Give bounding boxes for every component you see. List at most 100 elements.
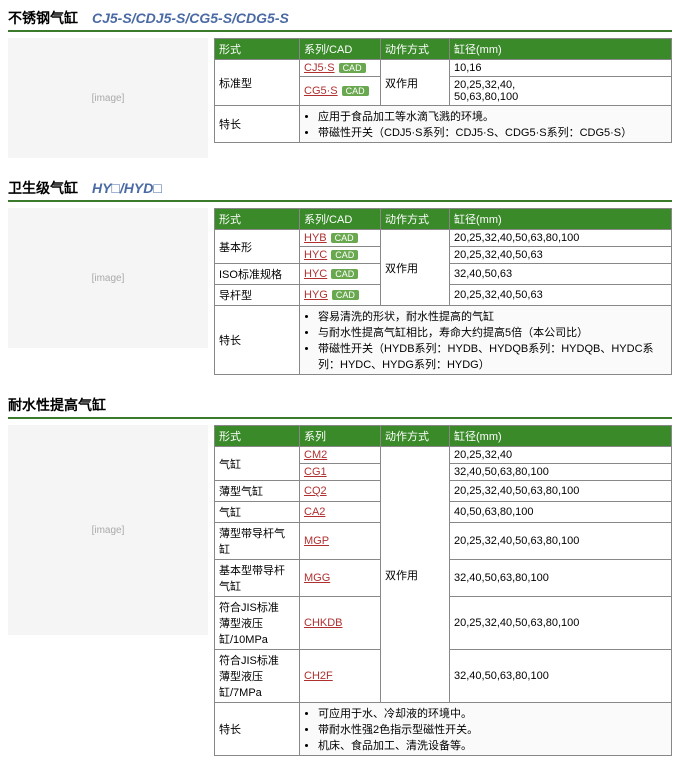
cell-series: CH2F bbox=[300, 650, 381, 703]
cell-form: 符合JIS标准 薄型液压缸/7MPa bbox=[215, 650, 300, 703]
series-link[interactable]: MGP bbox=[304, 535, 329, 547]
cell-form: 标准型 bbox=[215, 60, 300, 106]
cell-action: 双作用 bbox=[381, 230, 450, 306]
series-link[interactable]: CM2 bbox=[304, 449, 327, 461]
feature-item: 带耐水性强2色指示型磁性开关。 bbox=[318, 721, 667, 737]
section-title: 不锈钢气缸 CJ5-S/CDJ5-S/CG5-S/CDG5-S bbox=[8, 8, 672, 32]
series-link[interactable]: HYB bbox=[304, 232, 327, 244]
content-row: [image]形式系列/CAD动作方式缸径(mm)基本形HYBCAD双作用20,… bbox=[8, 208, 672, 375]
cell-form: 符合JIS标准 薄型液压缸/10MPa bbox=[215, 597, 300, 650]
feature-item: 容易清洗的形状，耐水性提高的气缸 bbox=[318, 308, 667, 324]
cell-form: 导杆型 bbox=[215, 285, 300, 306]
cell-form: 基本型带导杆气缸 bbox=[215, 560, 300, 597]
feature-cell: 可应用于水、冷却液的环境中。带耐水性强2色指示型磁性开关。机床、食品加工、清洗设… bbox=[300, 703, 672, 756]
feature-list: 容易清洗的形状，耐水性提高的气缸与耐水性提高气缸相比，寿命大约提高5倍（本公司比… bbox=[304, 308, 667, 372]
content-row: [image]形式系列/CAD动作方式缸径(mm)标准型CJ5·SCAD双作用1… bbox=[8, 38, 672, 158]
table-header: 缸径(mm) bbox=[450, 39, 672, 60]
cad-badge[interactable]: CAD bbox=[331, 233, 358, 243]
feature-item: 机床、食品加工、清洗设备等。 bbox=[318, 737, 667, 753]
cell-action: 双作用 bbox=[381, 447, 450, 703]
feature-label: 特长 bbox=[215, 703, 300, 756]
section-title: 卫生级气缸 HY□/HYD□ bbox=[8, 178, 672, 202]
product-image: [image] bbox=[8, 38, 208, 158]
cell-bore: 20,25,32,40,50,63,80,100 bbox=[450, 597, 672, 650]
table-header: 动作方式 bbox=[381, 426, 450, 447]
feature-row: 特长应用于食品加工等水滴飞溅的环境。带磁性开关（CDJ5·S系列：CDJ5·S、… bbox=[215, 106, 672, 143]
cell-series: MGG bbox=[300, 560, 381, 597]
cad-badge[interactable]: CAD bbox=[332, 290, 359, 300]
cad-badge[interactable]: CAD bbox=[331, 250, 358, 260]
series-link[interactable]: CJ5·S bbox=[304, 62, 335, 74]
cell-bore: 40,50,63,80,100 bbox=[450, 502, 672, 523]
table-header: 动作方式 bbox=[381, 209, 450, 230]
series-link[interactable]: CH2F bbox=[304, 670, 333, 682]
series-link[interactable]: HYG bbox=[304, 289, 328, 301]
cell-bore: 32,40,50,63,80,100 bbox=[450, 464, 672, 481]
table-header: 形式 bbox=[215, 209, 300, 230]
table-header-row: 形式系列/CAD动作方式缸径(mm) bbox=[215, 209, 672, 230]
cell-series: CA2 bbox=[300, 502, 381, 523]
section-title: 耐水性提高气缸 bbox=[8, 395, 672, 419]
table-wrap: 形式系列动作方式缸径(mm)气缸CM2双作用20,25,32,40CG132,4… bbox=[214, 425, 672, 756]
series-link[interactable]: CQ2 bbox=[304, 485, 327, 497]
cell-bore: 32,40,50,63,80,100 bbox=[450, 650, 672, 703]
cell-series: HYG CAD bbox=[300, 285, 381, 306]
cell-series: HYC CAD bbox=[300, 247, 381, 264]
table-header: 动作方式 bbox=[381, 39, 450, 60]
series-link[interactable]: HYC bbox=[304, 249, 327, 261]
feature-item: 带磁性开关（HYDB系列：HYDB、HYDQB系列：HYDQB、HYDC系列：H… bbox=[318, 340, 667, 372]
table-header-row: 形式系列动作方式缸径(mm) bbox=[215, 426, 672, 447]
cell-bore: 20,25,32,40,50,63,80,100 bbox=[450, 230, 672, 247]
feature-item: 应用于食品加工等水滴飞溅的环境。 bbox=[318, 108, 667, 124]
cell-form: 气缸 bbox=[215, 502, 300, 523]
feature-item: 可应用于水、冷却液的环境中。 bbox=[318, 705, 667, 721]
feature-label: 特长 bbox=[215, 106, 300, 143]
series-link[interactable]: HYC bbox=[304, 268, 327, 280]
table-header: 形式 bbox=[215, 426, 300, 447]
title-model: HY□/HYD□ bbox=[92, 180, 162, 196]
section: 卫生级气缸HY□/HYD□[image]形式系列/CAD动作方式缸径(mm)基本… bbox=[8, 178, 672, 375]
cell-series: CJ5·S CAD bbox=[300, 60, 381, 77]
feature-list: 应用于食品加工等水滴飞溅的环境。带磁性开关（CDJ5·S系列：CDJ5·S、CD… bbox=[304, 108, 667, 140]
cad-badge[interactable]: CAD bbox=[331, 269, 358, 279]
cad-badge[interactable]: CAD bbox=[339, 63, 366, 73]
feature-cell: 容易清洗的形状，耐水性提高的气缸与耐水性提高气缸相比，寿命大约提高5倍（本公司比… bbox=[300, 306, 672, 375]
cad-badge[interactable]: CAD bbox=[342, 86, 369, 96]
cell-form: 气缸 bbox=[215, 447, 300, 481]
cell-action: 双作用 bbox=[381, 60, 450, 106]
feature-row: 特长容易清洗的形状，耐水性提高的气缸与耐水性提高气缸相比，寿命大约提高5倍（本公… bbox=[215, 306, 672, 375]
cell-series: CG5·S CAD bbox=[300, 77, 381, 106]
product-image: [image] bbox=[8, 425, 208, 635]
cell-form: 薄型气缸 bbox=[215, 481, 300, 502]
table-header: 缸径(mm) bbox=[450, 209, 672, 230]
cell-series: HYB CAD bbox=[300, 230, 381, 247]
section: 不锈钢气缸CJ5-S/CDJ5-S/CG5-S/CDG5-S[image]形式系… bbox=[8, 8, 672, 158]
table-header: 形式 bbox=[215, 39, 300, 60]
cell-series: CM2 bbox=[300, 447, 381, 464]
title-cn: 耐水性提高气缸 bbox=[8, 397, 106, 413]
table-row: 气缸CM2双作用20,25,32,40 bbox=[215, 447, 672, 464]
cell-bore: 32,40,50,63 bbox=[450, 264, 672, 285]
title-cn: 卫生级气缸 bbox=[8, 180, 78, 196]
feature-cell: 应用于食品加工等水滴飞溅的环境。带磁性开关（CDJ5·S系列：CDJ5·S、CD… bbox=[300, 106, 672, 143]
cell-form: 基本形 bbox=[215, 230, 300, 264]
series-link[interactable]: CA2 bbox=[304, 506, 325, 518]
title-cn: 不锈钢气缸 bbox=[8, 10, 78, 26]
title-model: CJ5-S/CDJ5-S/CG5-S/CDG5-S bbox=[92, 10, 289, 26]
cell-series: CHKDB bbox=[300, 597, 381, 650]
series-link[interactable]: CHKDB bbox=[304, 617, 343, 629]
series-link[interactable]: CG5·S bbox=[304, 85, 338, 97]
cell-bore: 20,25,32,40,50,63,80,100 bbox=[450, 523, 672, 560]
cell-bore: 10,16 bbox=[450, 60, 672, 77]
cell-bore: 20,25,32,40 bbox=[450, 447, 672, 464]
cell-series: CQ2 bbox=[300, 481, 381, 502]
cell-series: MGP bbox=[300, 523, 381, 560]
series-link[interactable]: MGG bbox=[304, 572, 330, 584]
spec-table: 形式系列动作方式缸径(mm)气缸CM2双作用20,25,32,40CG132,4… bbox=[214, 425, 672, 756]
feature-item: 带磁性开关（CDJ5·S系列：CDJ5·S、CDG5·S系列：CDG5·S） bbox=[318, 124, 667, 140]
feature-label: 特长 bbox=[215, 306, 300, 375]
cell-bore: 20,25,32,40,50,63 bbox=[450, 247, 672, 264]
feature-row: 特长可应用于水、冷却液的环境中。带耐水性强2色指示型磁性开关。机床、食品加工、清… bbox=[215, 703, 672, 756]
cell-bore: 20,25,32,40,50,63,80,100 bbox=[450, 481, 672, 502]
series-link[interactable]: CG1 bbox=[304, 466, 327, 478]
